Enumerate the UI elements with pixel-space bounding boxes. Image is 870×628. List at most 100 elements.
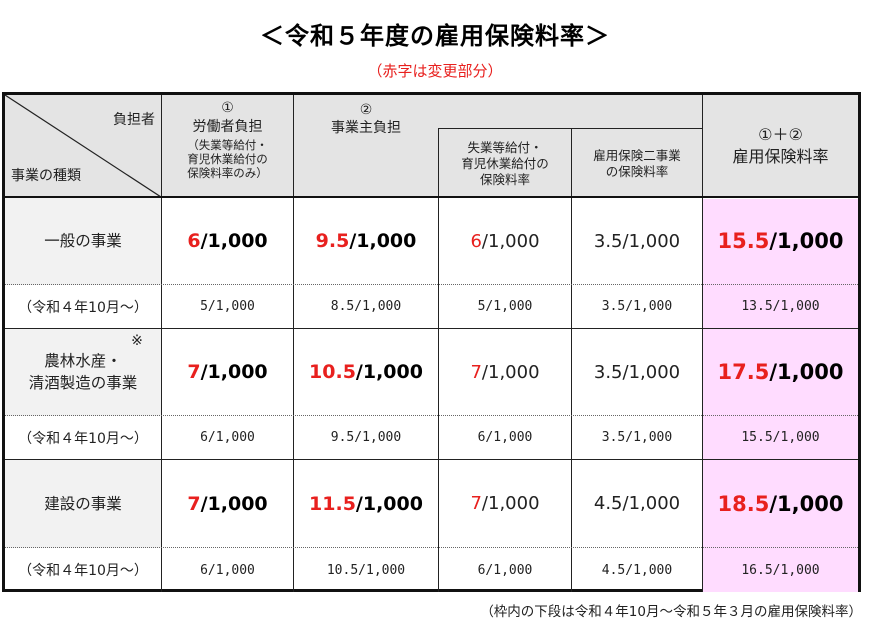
header-total: ①＋② 雇用保険料率 <box>703 95 858 197</box>
prev-unemployment-rate: 5/1,000 <box>477 299 533 314</box>
changed-value: 7 <box>470 361 482 383</box>
worker-rate: 7/1,000 <box>162 460 293 547</box>
header-sub-label: 失業等給付・ <box>467 140 543 155</box>
row-label: 建設の事業 <box>44 494 122 513</box>
prev-period-label: （令和４年10月～） <box>18 563 148 579</box>
prev-total-rate: 13.5/1,000 <box>741 299 820 314</box>
header-worker-num: ① <box>221 100 234 116</box>
prev-total-rate: 15.5/1,000 <box>741 430 820 445</box>
dotted-divider <box>5 284 858 285</box>
header-worker: ① 労働者負担 （失業等給付・ 育児休業給付の 保険料率のみ） <box>162 99 293 195</box>
rate-denominator: /1,000 <box>355 492 423 515</box>
header-employer-label: 事業主負担 <box>331 120 401 136</box>
reference-mark: ※ <box>131 333 143 349</box>
row-label: 農林水産・ 清酒製造の事業 <box>5 329 161 415</box>
header-sub-label: 育児休業給付の <box>461 156 549 171</box>
grid-line <box>5 328 858 329</box>
employer-rate: 11.5/1,000 <box>294 460 438 547</box>
changed-value: 10.5 <box>309 361 356 383</box>
corner-top-label: 負担者 <box>113 112 155 128</box>
employer-rate: 9.5/1,000 <box>294 198 438 284</box>
header-sub-label: 雇用保険二事業 <box>593 148 681 163</box>
header-employer-two-programs: 雇用保険二事業 の保険料率 <box>572 132 702 196</box>
two-programs-rate: 4.5/1,000 <box>593 493 681 514</box>
grid-line <box>5 196 858 198</box>
header-worker-note: （失業等給付・ <box>187 138 268 152</box>
page-subtitle: （赤字は変更部分） <box>367 62 503 80</box>
row-head-bg <box>5 460 161 548</box>
footnote: （枠内の下段は令和４年10月～令和５年３月の雇用保険料率） <box>480 604 862 620</box>
header-total-num: ①＋② <box>758 125 803 144</box>
prev-employer-rate: 9.5/1,000 <box>330 430 402 445</box>
insurance-rate-table: 負担者 事業の種類 ① 労働者負担 （失業等給付・ 育児休業給付の 保険料率のみ… <box>2 92 861 592</box>
prev-total-rate: 16.5/1,000 <box>741 562 820 578</box>
row-label-line: 農林水産・ <box>44 352 122 370</box>
row-label: 一般の事業 <box>44 232 122 250</box>
changed-value: 7 <box>470 493 482 514</box>
total-rate: 18.5/1,000 <box>703 460 858 547</box>
unemployment-rate: 6/1,000 <box>439 198 571 284</box>
total-rate: 17.5/1,000 <box>703 329 858 415</box>
dotted-divider <box>5 547 858 548</box>
unemployment-rate: 7/1,000 <box>439 460 571 547</box>
grid-line <box>5 459 858 460</box>
row-label-line: 清酒製造の事業 <box>28 374 138 392</box>
header-total-label: 雇用保険料率 <box>732 147 829 166</box>
grid-line <box>702 95 703 592</box>
employer-rate: 10.5/1,000 <box>294 329 438 415</box>
rate-denominator: /1,000 <box>200 492 268 515</box>
two-programs-rate: 3.5/1,000 <box>593 230 681 252</box>
prev-employer-rate: 10.5/1,000 <box>326 562 406 578</box>
corner-diagonal <box>5 95 161 197</box>
header-background <box>5 95 858 197</box>
grid-line <box>438 128 703 129</box>
rate-denominator: /1,000 <box>481 361 540 383</box>
header-worker-label: 労働者負担 <box>192 119 263 135</box>
prev-unemployment-rate: 6/1,000 <box>477 562 533 578</box>
changed-value: 15.5 <box>717 229 770 253</box>
rate-denominator: /1,000 <box>769 491 844 516</box>
rate-denominator: /1,000 <box>481 230 540 252</box>
header-worker-note: 保険料率のみ） <box>187 166 268 180</box>
grid-line <box>438 128 439 592</box>
rate-denominator: /1,000 <box>355 361 423 383</box>
changed-value: 6 <box>470 230 482 252</box>
total-column-bg <box>702 199 858 592</box>
header-sub-label: の保険料率 <box>605 164 669 179</box>
rate-denominator: /1,000 <box>769 229 844 253</box>
rate-denominator: /1,000 <box>769 360 844 384</box>
unemployment-rate: 7/1,000 <box>439 329 571 415</box>
changed-value: 18.5 <box>717 491 770 516</box>
grid-line <box>571 128 572 592</box>
prev-two-programs-rate: 3.5/1,000 <box>601 430 673 445</box>
prev-period-label: （令和４年10月～） <box>18 430 148 447</box>
row-head-bg <box>5 328 161 416</box>
worker-rate: 6/1,000 <box>162 198 293 284</box>
changed-value: 6 <box>187 230 201 252</box>
worker-rate: 7/1,000 <box>162 329 293 415</box>
dotted-divider <box>5 415 858 416</box>
changed-value: 17.5 <box>717 360 770 384</box>
prev-two-programs-rate: 3.5/1,000 <box>601 299 673 314</box>
changed-value: 7 <box>187 492 201 515</box>
rate-denominator: /1,000 <box>349 230 417 252</box>
header-worker-note: 育児休業給付の <box>187 152 268 166</box>
prev-worker-rate: 5/1,000 <box>200 299 255 314</box>
corner-bottom-label: 事業の種類 <box>11 168 81 184</box>
changed-value: 11.5 <box>309 492 356 515</box>
rate-denominator: /1,000 <box>200 230 268 252</box>
header-employer-unemployment: 失業等給付・ 育児休業給付の 保険料率 <box>439 132 571 196</box>
prev-two-programs-rate: 4.5/1,000 <box>601 562 673 578</box>
changed-value: 9.5 <box>315 230 350 252</box>
changed-value: 7 <box>187 361 201 383</box>
header-employer-num: ② <box>359 102 373 118</box>
prev-employer-rate: 8.5/1,000 <box>330 299 402 314</box>
prev-period-label: （令和４年10月～） <box>18 299 148 316</box>
total-rate: 15.5/1,000 <box>703 198 858 284</box>
prev-worker-rate: 6/1,000 <box>200 562 255 578</box>
prev-worker-rate: 6/1,000 <box>200 430 255 445</box>
two-programs-rate: 3.5/1,000 <box>593 361 681 383</box>
rate-denominator: /1,000 <box>200 361 268 383</box>
page-title: ＜令和５年度の雇用保険料率＞ <box>260 22 610 50</box>
row-head-bg <box>5 198 161 285</box>
